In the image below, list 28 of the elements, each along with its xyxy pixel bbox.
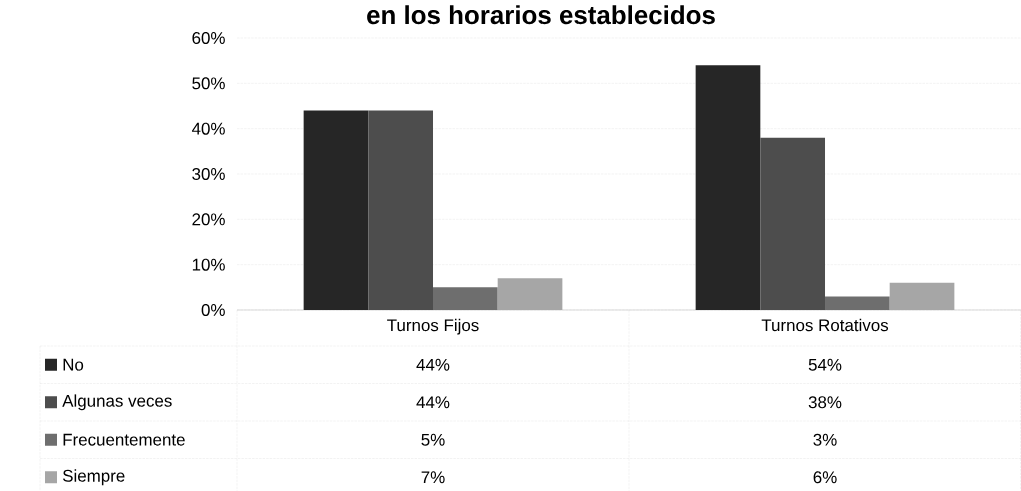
bar [760, 137, 826, 310]
y-tick-label: 0% [201, 304, 225, 316]
legend-label: Frecuentemente [63, 433, 185, 446]
legend-label: No [63, 358, 84, 371]
bar [303, 110, 369, 310]
legend-label: Siempre [62, 469, 125, 486]
y-tick-label: 30% [192, 168, 225, 180]
legend-label: Algunas veces [62, 394, 172, 411]
x-tick-label: Turnos Rotativos [761, 318, 889, 332]
y-tick-label: 50% [192, 77, 225, 90]
data-label: 7% [421, 471, 445, 484]
y-tick-label: 20% [192, 213, 225, 226]
bar [368, 110, 433, 310]
data-label: 5% [421, 433, 445, 446]
chart-title: en los horarios establecidos [367, 5, 715, 25]
data-label: 3% [813, 433, 837, 446]
data-label: 44% [416, 396, 450, 409]
data-label: 44% [416, 358, 450, 371]
bar [433, 287, 498, 310]
y-tick-label: 10% [192, 258, 225, 271]
bar [825, 296, 890, 310]
x-tick-label: Turnos Fijos [387, 318, 479, 335]
bar [695, 65, 761, 310]
y-tick-label: 40% [191, 122, 225, 135]
data-label: 54% [808, 358, 842, 371]
data-label: 6% [813, 471, 837, 484]
data-label: 38% [808, 396, 842, 409]
y-tick-label: 60% [192, 32, 225, 44]
